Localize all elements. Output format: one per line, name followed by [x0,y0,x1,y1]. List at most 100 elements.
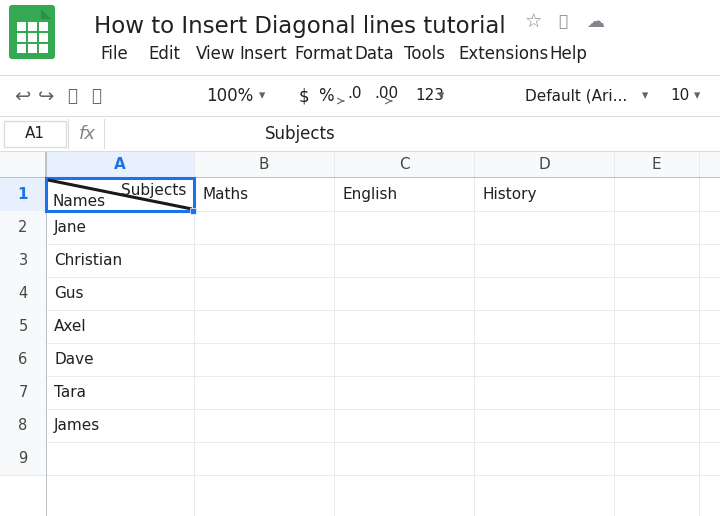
Bar [0,244,720,277]
Bar [28,44,37,53]
Text: Tools: Tools [404,45,445,63]
Bar [0,177,720,178]
Bar [17,22,26,31]
Text: $: $ [299,87,310,105]
Bar [45,152,46,177]
Bar [46,152,194,177]
Bar [0,310,720,311]
Text: Names: Names [52,195,105,209]
Text: fx: fx [78,125,96,143]
Text: ▾: ▾ [642,89,648,103]
Text: English: English [342,187,397,202]
Text: View: View [196,45,235,63]
Polygon shape [41,9,51,19]
Text: %: % [318,87,334,105]
Text: 7: 7 [18,385,27,400]
Text: Maths: Maths [202,187,248,202]
Text: File: File [100,45,127,63]
Bar [0,277,720,278]
Bar [0,442,46,475]
Bar [0,409,720,442]
Text: Dave: Dave [54,352,94,367]
Text: E: E [652,157,661,172]
Text: ☁: ☁ [586,13,604,31]
Bar [28,33,37,42]
Bar [0,244,46,277]
Text: History: History [482,187,536,202]
Text: .00: .00 [374,87,398,102]
Text: Insert: Insert [239,45,287,63]
Bar [0,442,720,443]
Bar [17,44,26,53]
Text: 10: 10 [670,89,689,104]
Text: Extensions: Extensions [458,45,548,63]
Text: Help: Help [549,45,587,63]
Bar [194,152,195,516]
Text: Format: Format [294,45,353,63]
Bar [0,178,46,211]
Bar [0,376,46,409]
Bar [0,151,720,152]
Bar [0,152,46,177]
Text: 3: 3 [19,253,27,268]
Text: ☆: ☆ [524,12,541,31]
Bar [474,152,475,516]
Bar [0,244,720,245]
Text: 2: 2 [18,220,27,235]
Text: 4: 4 [19,286,27,301]
FancyBboxPatch shape [9,5,55,59]
Bar [0,211,720,212]
Bar [0,277,720,310]
Text: 🖨: 🖨 [67,87,77,105]
Bar [0,116,720,117]
Bar [0,152,720,177]
Bar [0,310,46,343]
Bar [68,119,69,149]
Text: Jane: Jane [54,220,87,235]
Text: C: C [399,157,409,172]
Text: Christian: Christian [54,253,122,268]
Text: ⬜: ⬜ [559,14,567,29]
Text: 123: 123 [415,89,444,104]
Bar [190,208,196,214]
Bar [0,343,720,376]
Text: D: D [538,157,550,172]
Text: Data: Data [354,45,394,63]
Bar [0,376,720,409]
Bar [46,178,194,211]
Bar [0,409,720,410]
Bar [46,152,47,516]
Text: Subjects: Subjects [265,125,336,143]
Bar [0,409,46,442]
Text: 8: 8 [19,418,27,433]
Bar [334,152,335,516]
Text: .0: .0 [348,87,362,102]
Text: Axel: Axel [54,319,86,334]
Text: ↪: ↪ [38,87,54,105]
Text: 9: 9 [19,451,27,466]
Bar [699,152,700,516]
Text: How to Insert Diagonal lines tutorial: How to Insert Diagonal lines tutorial [94,14,506,38]
Text: ▾: ▾ [259,89,265,103]
Bar [0,310,720,343]
Bar [39,22,48,31]
Text: Gus: Gus [54,286,84,301]
Text: A1: A1 [25,126,45,141]
Bar [0,211,46,244]
Text: ▾: ▾ [438,89,444,103]
Text: Edit: Edit [148,45,180,63]
Text: A: A [114,157,126,172]
Bar [17,33,26,42]
Bar [39,44,48,53]
Text: 5: 5 [19,319,27,334]
Text: James: James [54,418,100,433]
Bar [0,376,720,377]
Bar [0,343,46,376]
Bar [0,277,46,310]
Text: 🪣: 🪣 [91,87,101,105]
Bar [0,442,720,475]
Bar [104,119,105,149]
Bar [0,211,720,244]
Bar [0,475,720,476]
Bar [39,33,48,42]
